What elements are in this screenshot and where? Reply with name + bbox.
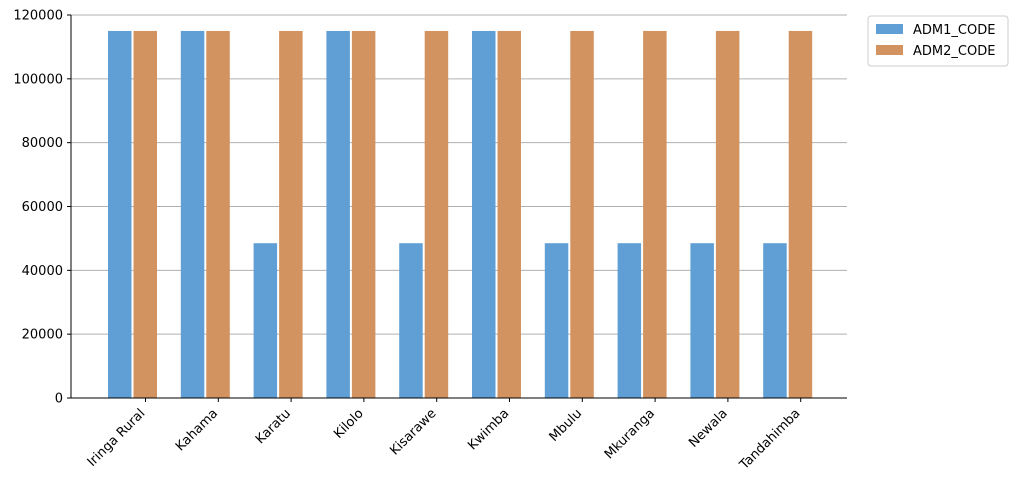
- legend-swatch: [876, 24, 903, 34]
- legend: ADM1_CODE ADM2_CODE: [867, 15, 1009, 67]
- bar-adm2-code: [715, 30, 740, 398]
- bar-adm1-code: [690, 243, 714, 398]
- y-tick-label: 40000: [22, 264, 63, 279]
- bar-adm2-code: [206, 30, 230, 398]
- x-tick-label: Iringa Rural: [85, 406, 149, 470]
- y-tick-label: 20000: [22, 328, 63, 343]
- bar-adm1-code: [180, 30, 205, 398]
- x-tick-label: Karatu: [253, 406, 294, 447]
- bar-adm1-code: [253, 243, 278, 398]
- bar-adm2-code: [570, 30, 594, 398]
- y-tick-label: 100000: [13, 72, 63, 87]
- bar-adm1-code: [399, 243, 423, 398]
- bar-adm1-code: [108, 30, 132, 398]
- x-tick-label: Mkuranga: [602, 406, 658, 462]
- y-tick-label: 60000: [22, 200, 63, 215]
- bars: [108, 30, 813, 398]
- x-tick-label: Kisarawe: [387, 406, 439, 458]
- x-ticks: Iringa Rural Kahama Karatu Kilolo Kisarawe Kw…: [85, 398, 804, 473]
- bar-adm1-code: [763, 243, 787, 398]
- bar-adm2-code: [788, 30, 813, 398]
- y-tick-label: 120000: [13, 9, 63, 24]
- bar-adm1-code: [472, 30, 496, 398]
- bar-adm1-code: [544, 243, 569, 398]
- x-tick-label: Newala: [686, 406, 730, 450]
- x-tick-label: Kilolo: [331, 406, 367, 442]
- bar-adm1-code: [617, 243, 642, 398]
- bar-adm2-code: [279, 30, 303, 398]
- bar-adm1-code: [326, 30, 350, 398]
- legend-swatch: [876, 45, 903, 55]
- bar-adm2-code: [424, 30, 449, 398]
- x-tick-label: Kwimba: [465, 406, 512, 453]
- x-tick-label: Tandahimba: [736, 406, 803, 473]
- legend-label: ADM1_CODE: [913, 23, 995, 38]
- x-tick-label: Kahama: [173, 406, 221, 454]
- bar-adm2-code: [133, 30, 157, 398]
- bar-adm2-code: [497, 30, 521, 398]
- bar-adm2-code: [351, 30, 376, 398]
- bar-adm2-code: [643, 30, 667, 398]
- legend-label: ADM2_CODE: [913, 44, 995, 59]
- y-ticks: 0 20000 40000 60000 80000 100000 120000: [13, 9, 71, 407]
- y-tick-label: 0: [55, 392, 63, 407]
- y-tick-label: 80000: [22, 136, 63, 151]
- x-tick-label: Mbulu: [547, 406, 586, 445]
